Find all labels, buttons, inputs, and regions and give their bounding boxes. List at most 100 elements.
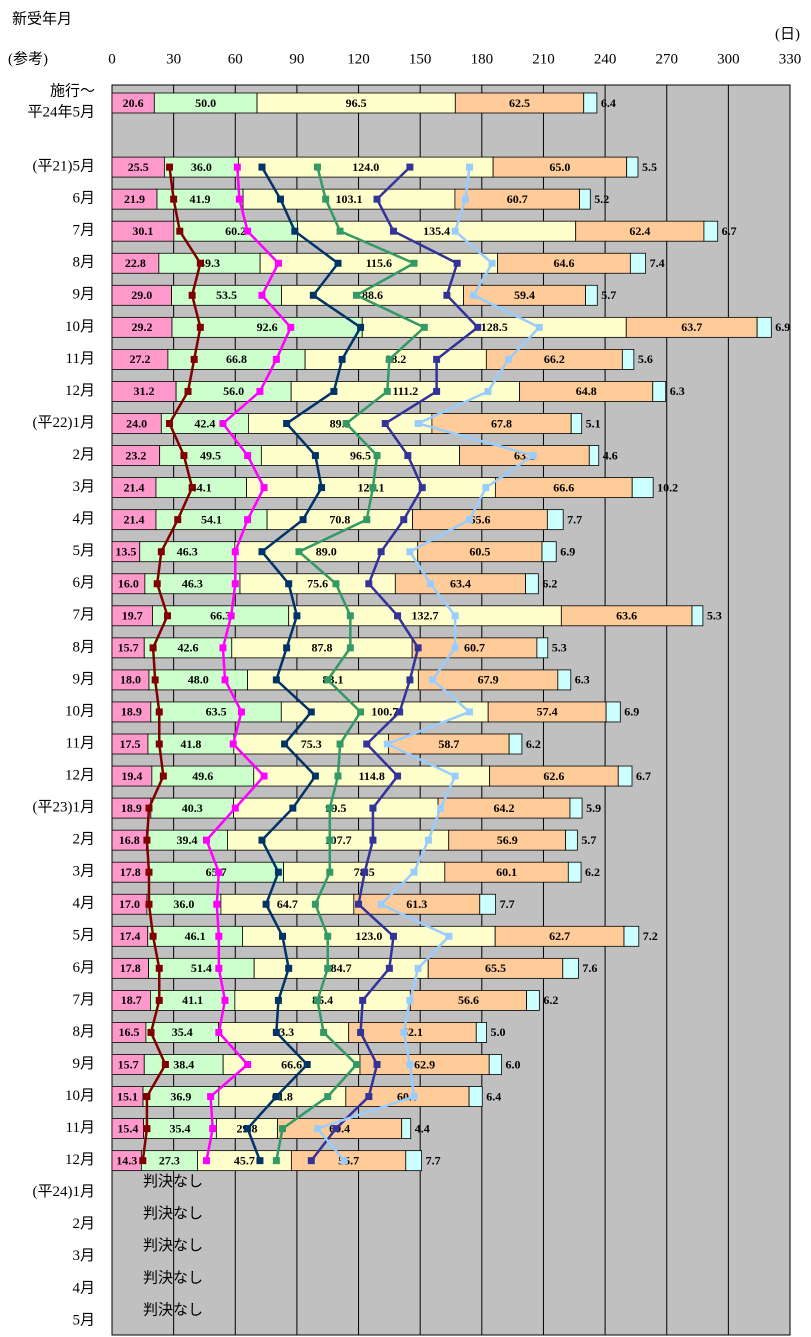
data-label: 65.0 xyxy=(549,160,570,174)
line-marker xyxy=(389,227,397,235)
line-marker xyxy=(166,420,174,427)
data-label: 115.6 xyxy=(366,256,392,270)
line-marker xyxy=(465,708,473,716)
data-label: 60.2 xyxy=(225,224,246,238)
line-marker xyxy=(155,964,163,972)
data-label: 45.7 xyxy=(234,1153,255,1167)
line-marker xyxy=(155,740,163,748)
line-marker xyxy=(190,355,198,363)
line-marker xyxy=(149,932,157,940)
line-marker xyxy=(283,420,291,427)
data-label: 96.5 xyxy=(350,448,371,462)
line-marker xyxy=(272,1093,280,1101)
data-label: 66.3 xyxy=(210,609,231,623)
line-marker xyxy=(410,259,418,267)
data-label: 60.7 xyxy=(464,641,485,655)
data-label: 6.2 xyxy=(585,865,600,879)
line-marker xyxy=(153,580,161,588)
line-marker xyxy=(272,355,280,363)
y-tick-label: 10月 xyxy=(65,1088,95,1104)
line-marker xyxy=(287,323,295,331)
line-marker xyxy=(363,740,371,748)
line-marker xyxy=(529,452,537,460)
bar-segment xyxy=(569,797,583,819)
line-marker xyxy=(414,420,422,427)
line-marker xyxy=(157,548,165,556)
line-marker xyxy=(276,195,284,203)
line-marker xyxy=(176,227,184,235)
line-marker xyxy=(244,1125,252,1133)
data-label: 42.4 xyxy=(194,416,215,430)
line-marker xyxy=(406,163,414,171)
line-marker xyxy=(357,323,365,331)
bar-segment xyxy=(585,284,598,306)
data-label: 35.4 xyxy=(170,1121,191,1135)
data-label: 63.4 xyxy=(450,577,471,591)
line-marker xyxy=(256,1157,264,1165)
line-marker xyxy=(433,387,441,395)
y-tick-label: 7月 xyxy=(72,992,95,1008)
line-marker xyxy=(465,163,473,171)
data-label: 62.5 xyxy=(509,96,530,110)
data-label: 6.7 xyxy=(636,769,651,783)
line-marker xyxy=(207,1093,215,1101)
line-marker xyxy=(488,259,496,267)
data-label: 38.4 xyxy=(173,1057,194,1071)
line-marker xyxy=(318,484,326,492)
line-marker xyxy=(307,1157,315,1165)
line-marker xyxy=(410,868,418,876)
line-marker xyxy=(260,772,268,780)
y-tick-label: 11月 xyxy=(66,1120,95,1136)
line-marker xyxy=(285,964,293,972)
line-marker xyxy=(361,868,369,876)
line-marker xyxy=(274,259,282,267)
line-marker xyxy=(369,484,377,492)
line-marker xyxy=(274,996,282,1004)
line-marker xyxy=(295,548,303,556)
data-label: 46.1 xyxy=(185,929,206,943)
line-marker xyxy=(233,163,241,171)
data-label: 6.2 xyxy=(543,993,558,1007)
line-marker xyxy=(377,548,385,556)
y-tick-label: 12月 xyxy=(65,383,95,399)
data-label: 18.9 xyxy=(121,705,142,719)
y-tick-label: 施行～平24年5月 xyxy=(27,83,95,121)
y-tick-label: 5月 xyxy=(72,543,95,559)
x-tick-label: 180 xyxy=(471,51,494,67)
y-tick-label: 11月 xyxy=(66,351,95,367)
data-label: 57.4 xyxy=(537,705,558,719)
line-marker xyxy=(170,195,178,203)
bar-segment xyxy=(536,637,549,659)
line-marker xyxy=(381,420,389,427)
y-tick-label: 3月 xyxy=(72,864,95,880)
data-label: 17.0 xyxy=(119,897,140,911)
data-label: 56.0 xyxy=(223,384,244,398)
line-marker xyxy=(203,836,211,844)
data-label: 27.2 xyxy=(129,352,150,366)
y-tick-label: 8月 xyxy=(72,1024,95,1040)
bar-segment xyxy=(479,893,496,915)
data-label: 64.2 xyxy=(494,801,515,815)
data-label: 7.7 xyxy=(567,512,582,526)
line-marker xyxy=(311,900,319,908)
bar-segment xyxy=(583,92,598,114)
line-marker xyxy=(149,644,157,652)
y-tick-label: 4月 xyxy=(72,1280,95,1296)
data-label: 16.8 xyxy=(119,833,140,847)
data-label: 89.0 xyxy=(316,544,337,558)
data-label: 4.4 xyxy=(415,1121,430,1135)
line-marker xyxy=(196,323,204,331)
data-label: 41.9 xyxy=(190,192,211,206)
x-tick-label: 0 xyxy=(108,51,116,67)
line-marker xyxy=(326,868,334,876)
line-marker xyxy=(163,612,171,620)
bar-segment xyxy=(567,861,582,883)
line-marker xyxy=(451,612,459,620)
line-marker xyxy=(309,291,317,299)
x-tick-label: 90 xyxy=(289,51,304,67)
line-marker xyxy=(451,644,459,652)
line-marker xyxy=(324,1093,332,1101)
data-label: 15.7 xyxy=(118,641,139,655)
line-marker xyxy=(155,708,163,716)
line-marker xyxy=(400,1028,408,1036)
